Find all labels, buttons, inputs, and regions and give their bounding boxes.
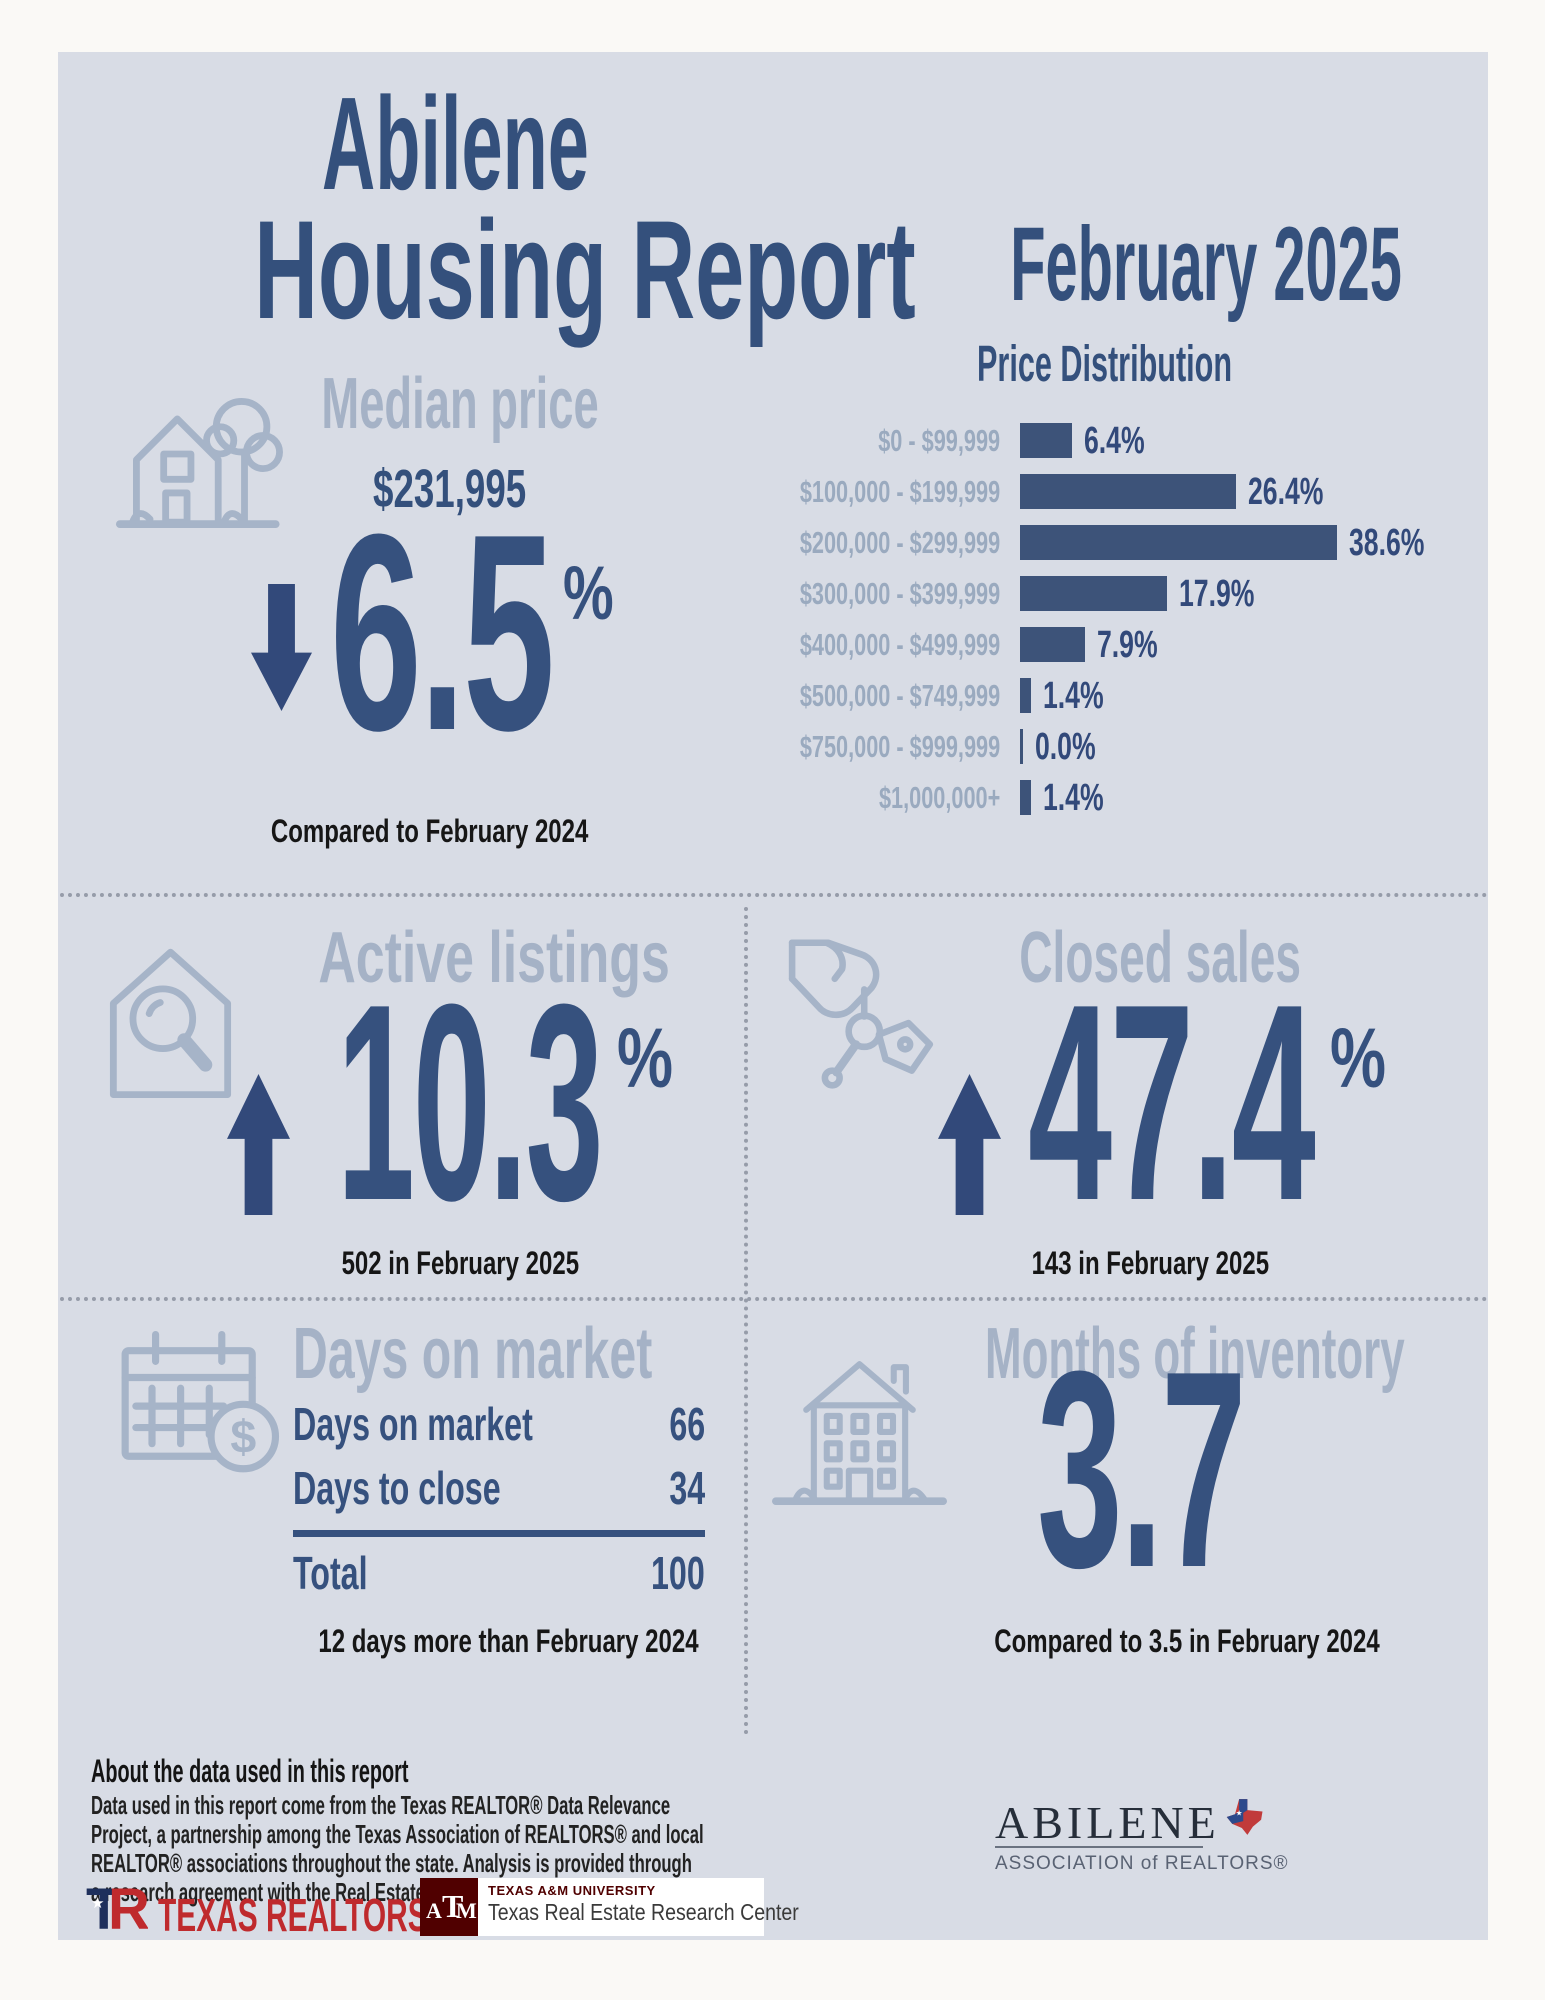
chart-value-label: 17.9% [1179, 572, 1255, 615]
months-of-inventory-value: 3.7 [1037, 1314, 1247, 1626]
chart-row: $100,000 - $199,999 26.4% [600, 466, 1480, 517]
median-price-change: 6.5 [330, 477, 555, 789]
chart-bar [1020, 423, 1072, 458]
days-on-market-heading: Days on market [293, 1314, 653, 1394]
about-body: Data used in this report come from the T… [91, 1790, 704, 1908]
texas-state-icon: ★ [1226, 1799, 1263, 1835]
chart-value-label: 7.9% [1097, 623, 1158, 666]
texas-real-estate-research-center-logo: TEXAS A&M UNIVERSITY Texas Real Estate R… [478, 1878, 799, 1936]
price-distribution-chart: $0 - $99,999 6.4% $100,000 - $199,999 26.4%… [600, 415, 1480, 823]
chart-bar [1020, 474, 1236, 509]
svg-text:R: R [108, 1882, 148, 1934]
texas-am-logo: A T M [420, 1878, 478, 1936]
tamu-monogram-m: M [456, 1898, 477, 1923]
chart-value-label: 38.6% [1349, 521, 1425, 564]
active-listings-change: 10.3 [337, 947, 603, 1259]
report-card [58, 52, 1488, 1940]
active-listings-percent-sign: % [617, 1011, 674, 1105]
about-heading: About the data used in this report [91, 1753, 409, 1789]
closed-sales-note: 143 in February 2025 [1031, 1245, 1269, 1281]
active-listings-note: 502 in February 2025 [341, 1245, 579, 1281]
report-main-title: Housing Report [254, 191, 916, 348]
months-of-inventory-heading: Months of inventory [985, 1314, 1405, 1394]
abilene-logo-rule [995, 1846, 1203, 1848]
svg-text:★: ★ [91, 1895, 104, 1912]
chart-bar [1020, 627, 1085, 662]
chart-row: $200,000 - $299,999 38.6% [600, 517, 1480, 568]
texas-realtors-wordmark: TEXAS REALTORS® [158, 1892, 583, 1938]
chart-value-label: 1.4% [1043, 776, 1104, 819]
days-on-market-note: 12 days more than February 2024 [318, 1623, 699, 1659]
chart-value-label: 0.0% [1035, 725, 1096, 768]
chart-bar [1020, 525, 1337, 560]
chart-value-label: 6.4% [1084, 419, 1145, 462]
table-total-divider [293, 1530, 705, 1537]
median-price-note: Compared to February 2024 [271, 813, 589, 849]
svg-text:★: ★ [1235, 1809, 1242, 1818]
tamu-university-label: TEXAS A&M UNIVERSITY [488, 1883, 656, 1898]
closed-sales-percent-sign: % [1330, 1011, 1387, 1105]
median-price-percent-sign: % [563, 551, 614, 636]
section-divider-top [60, 893, 1488, 897]
texas-realtors-logo: T R ★ [86, 1882, 148, 1934]
chart-bar [1020, 576, 1167, 611]
active-listings-heading: Active listings [318, 918, 670, 998]
row-value: 66 [669, 1398, 705, 1450]
total-value: 100 [651, 1547, 705, 1599]
hand-keys-icon [785, 928, 950, 1096]
chart-category-label: $1,000,000+ [878, 780, 1000, 815]
row-label: Days to close [293, 1462, 501, 1514]
chart-bar [1020, 678, 1031, 713]
chart-category-label: $300,000 - $399,999 [799, 576, 1000, 611]
chart-row: $500,000 - $749,999 1.4% [600, 670, 1480, 721]
chart-value-label: 1.4% [1043, 674, 1104, 717]
closed-sales-heading: Closed sales [1019, 918, 1301, 998]
svg-text:T: T [86, 1882, 121, 1934]
chart-row: $400,000 - $499,999 7.9% [600, 619, 1480, 670]
table-total-row: Total 100 [293, 1541, 705, 1605]
tamu-monogram-t: T [442, 1888, 464, 1924]
chart-bar [1020, 729, 1023, 764]
chart-bar [1020, 780, 1031, 815]
months-of-inventory-note: Compared to 3.5 in February 2024 [994, 1623, 1380, 1659]
days-on-market-table: Days on market 66 Days to close 34 Total… [293, 1392, 705, 1605]
svg-text:$: $ [230, 1411, 256, 1463]
total-label: Total [293, 1547, 368, 1599]
chart-row: $1,000,000+ 1.4% [600, 772, 1480, 823]
tamu-monogram-a: A [426, 1898, 442, 1923]
section-divider-vertical [744, 907, 748, 1735]
section-divider-bottom [60, 1297, 1488, 1301]
house-search-icon [98, 935, 243, 1105]
chart-category-label: $500,000 - $749,999 [799, 678, 1000, 713]
chart-row: $0 - $99,999 6.4% [600, 415, 1480, 466]
table-row: Days on market 66 [293, 1392, 705, 1456]
chart-category-label: $100,000 - $199,999 [799, 474, 1000, 509]
abilene-logo-subtitle: ASSOCIATION of REALTORS® [995, 1853, 1289, 1874]
table-row: Days to close 34 [293, 1456, 705, 1520]
median-price-heading: Median price [321, 364, 599, 444]
median-price-value: $231,995 [373, 459, 527, 519]
report-month: February 2025 [1010, 206, 1402, 323]
chart-category-label: $0 - $99,999 [878, 423, 1000, 458]
closed-sales-change: 47.4 [1028, 947, 1316, 1259]
building-icon [772, 1330, 947, 1530]
house-tree-icon [115, 375, 300, 533]
chart-category-label: $750,000 - $999,999 [799, 729, 1000, 764]
row-value: 34 [669, 1462, 705, 1514]
chart-row: $750,000 - $999,999 0.0% [600, 721, 1480, 772]
row-label: Days on market [293, 1398, 533, 1450]
chart-category-label: $200,000 - $299,999 [799, 525, 1000, 560]
report-city-title: Abilene [321, 70, 589, 217]
abilene-logo-name: ABILENE [995, 1797, 1220, 1848]
tamu-center-label: Texas Real Estate Research Center [488, 1898, 799, 1925]
abilene-association-logo: ABILENE ★ ASSOCIATION of REALTORS® [995, 1797, 1289, 1874]
calendar-dollar-icon: $ [118, 1328, 288, 1478]
chart-category-label: $400,000 - $499,999 [799, 627, 1000, 662]
texas-realtors-mark: T R ★ [86, 1882, 148, 1934]
chart-value-label: 26.4% [1248, 470, 1324, 513]
chart-row: $300,000 - $399,999 17.9% [600, 568, 1480, 619]
chart-title: Price Distribution [977, 335, 1233, 392]
